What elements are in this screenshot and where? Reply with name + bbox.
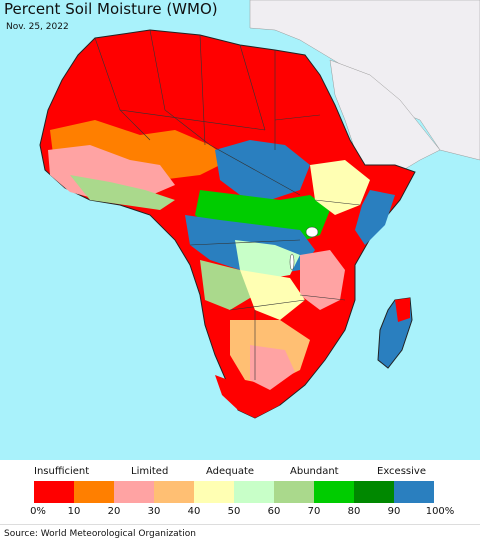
congo-light (235, 240, 300, 280)
legend-swatch-4 (194, 481, 234, 503)
legend-color-bar (34, 481, 434, 503)
arabian-peninsula (329, 59, 441, 176)
soil-moisture-map: Percent Soil Moisture (WMO) Nov. 25, 202… (0, 0, 480, 460)
gulf-guinea-green (70, 175, 175, 210)
legend-swatch-0 (34, 481, 74, 503)
legend-tick-100: 100% (425, 506, 455, 517)
somalia-blue (355, 190, 395, 245)
madagascar-north (395, 298, 410, 322)
legend-swatch-6 (274, 481, 314, 503)
south-sudan-blue (215, 140, 310, 200)
legend-tick-30: 30 (147, 506, 161, 517)
source-footer: Source: World Meteorological Organizatio… (0, 524, 480, 545)
legend-swatch-9 (394, 481, 434, 503)
legend-swatch-3 (154, 481, 194, 503)
legend-category-excessive: Excessive (377, 466, 426, 477)
legend-tick-60: 60 (267, 506, 281, 517)
map-title: Percent Soil Moisture (WMO) (4, 0, 218, 18)
lake-victoria (305, 226, 319, 238)
legend-tick-70: 70 (307, 506, 321, 517)
legend-swatch-2 (114, 481, 154, 503)
legend-swatch-7 (314, 481, 354, 503)
legend-swatch-8 (354, 481, 394, 503)
country-borders (94, 29, 361, 380)
zambia-yellow (240, 270, 305, 320)
source-text: Source: World Meteorological Organizatio… (4, 529, 196, 539)
legend-tick-50: 50 (227, 506, 241, 517)
legend-swatch-1 (74, 481, 114, 503)
lake-tanganyika (289, 253, 295, 271)
legend-category-limited: Limited (131, 466, 169, 477)
legend-tick-80: 80 (347, 506, 361, 517)
legend-category-insufficient: Insufficient (34, 466, 90, 477)
south-africa-red (215, 375, 280, 418)
legend-category-adequate: Adequate (206, 466, 255, 477)
legend-tick-0: 0% (30, 506, 46, 517)
africa-map-graphic (39, 0, 480, 419)
legend-tick-40: 40 (187, 506, 201, 517)
legend-swatch-5 (234, 481, 274, 503)
legend-tick-20: 20 (107, 506, 121, 517)
map-date: Nov. 25, 2022 (6, 22, 69, 32)
legend-category-abundant: Abundant (290, 466, 339, 477)
legend-tick-10: 10 (67, 506, 81, 517)
legend-tick-90: 90 (387, 506, 401, 517)
southern-pink (250, 345, 295, 390)
east-africa-pink (300, 250, 345, 310)
